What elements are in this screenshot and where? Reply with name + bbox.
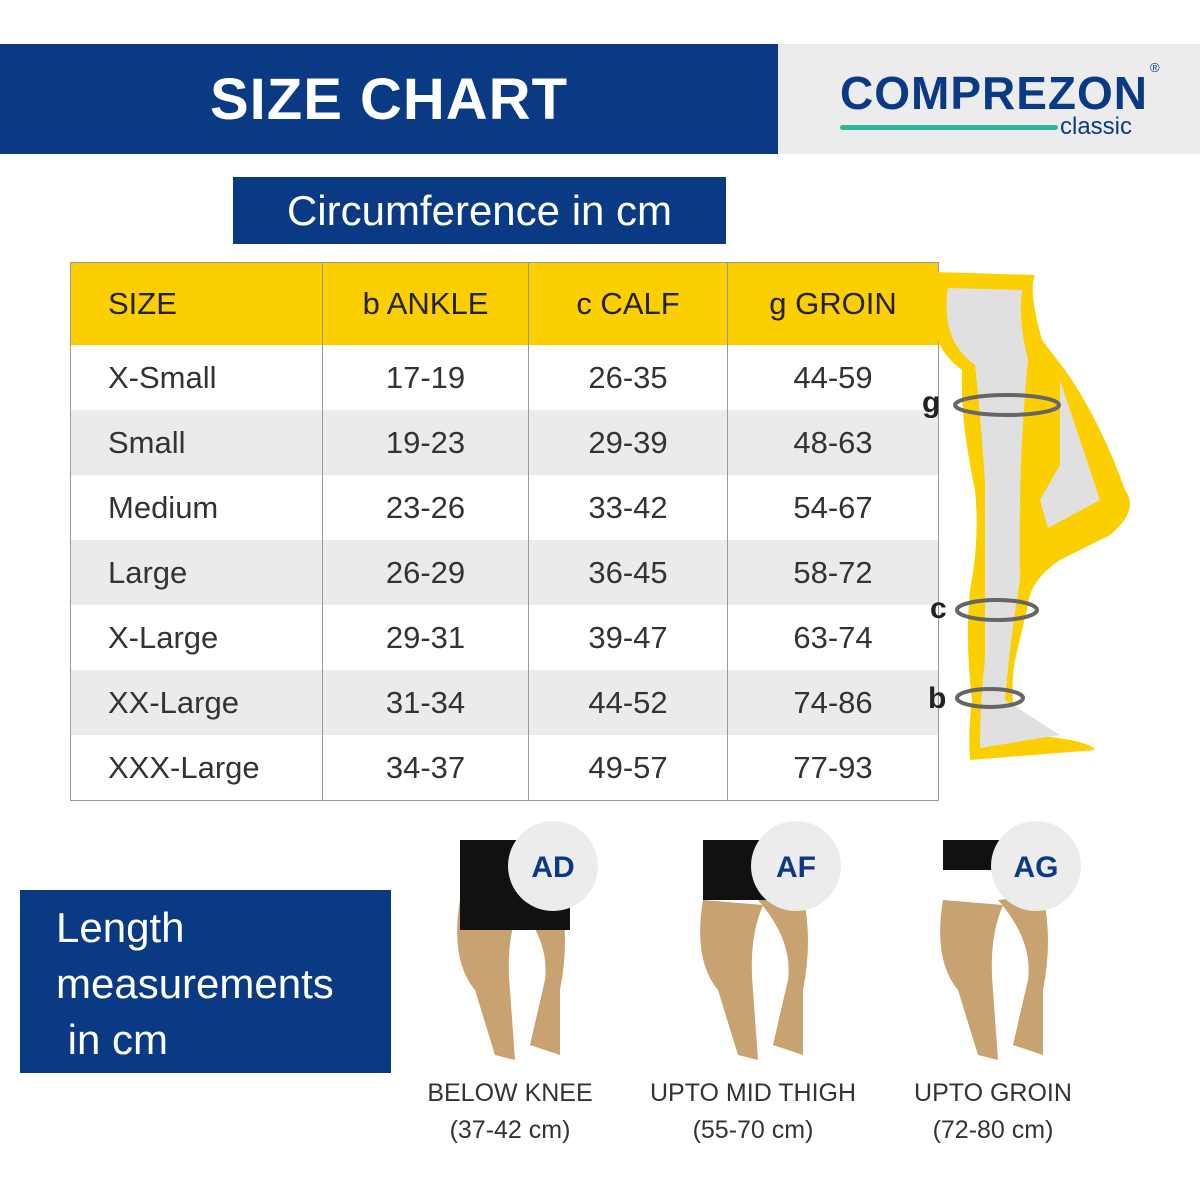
ankle-cell: 26-29 bbox=[322, 540, 529, 605]
col-ankle: b ANKLE bbox=[322, 262, 529, 345]
groin-cell: 74-86 bbox=[727, 670, 939, 735]
size-cell: X-Large bbox=[70, 605, 323, 670]
col-size: SIZE bbox=[70, 262, 323, 345]
size-cell: XXX-Large bbox=[70, 735, 323, 801]
groin-cell: 77-93 bbox=[727, 735, 939, 801]
table-row: X-Small 17-19 26-35 44-59 bbox=[70, 345, 939, 410]
groin-cell: 63-74 bbox=[727, 605, 939, 670]
calf-cell: 26-35 bbox=[528, 345, 728, 410]
length-range: (55-70 cm) bbox=[692, 1116, 814, 1144]
calf-cell: 36-45 bbox=[528, 540, 728, 605]
col-groin: g GROIN bbox=[727, 262, 939, 345]
length-heading: Length measurements in cm bbox=[20, 890, 391, 1073]
code-circle bbox=[991, 821, 1081, 911]
groin-cell: 44-59 bbox=[727, 345, 939, 410]
leg-skin bbox=[457, 900, 520, 1060]
circumference-heading: Circumference in cm bbox=[233, 177, 726, 244]
brand-logo bbox=[778, 44, 1200, 154]
ankle-cell: 17-19 bbox=[322, 345, 529, 410]
size-cell: Medium bbox=[70, 475, 323, 540]
table-row: Medium 23-26 33-42 54-67 bbox=[70, 475, 939, 540]
leg-skin bbox=[998, 895, 1048, 1055]
ankle-cell: 19-23 bbox=[322, 410, 529, 475]
ankle-cell: 23-26 bbox=[322, 475, 529, 540]
length-range: (72-80 cm) bbox=[932, 1116, 1054, 1144]
length-name: UPTO GROIN bbox=[914, 1079, 1072, 1107]
brand-name: COMPREZON bbox=[840, 67, 1148, 119]
size-cell: Large bbox=[70, 540, 323, 605]
ankle-cell: 31-34 bbox=[322, 670, 529, 735]
ankle-label: b bbox=[928, 682, 946, 715]
leg-skin bbox=[940, 900, 1003, 1060]
leg-skin bbox=[758, 895, 808, 1055]
size-cell: X-Small bbox=[70, 345, 323, 410]
groin-cell: 48-63 bbox=[727, 410, 939, 475]
calf-cell: 39-47 bbox=[528, 605, 728, 670]
code-circle bbox=[508, 821, 598, 911]
length-name: BELOW KNEE bbox=[427, 1079, 593, 1107]
calf-cell: 49-57 bbox=[528, 735, 728, 801]
size-table: SIZE b ANKLE c CALF g GROIN X-Small 17-19… bbox=[70, 262, 939, 801]
calf-label: c bbox=[930, 592, 947, 625]
leg-skin bbox=[515, 895, 565, 1055]
leg-illustration-ad: AD bbox=[457, 821, 598, 1060]
ankle-ring bbox=[955, 687, 1025, 709]
table-row: XXX-Large 34-37 49-57 77-93 bbox=[70, 735, 939, 801]
length-name: UPTO MID THIGH bbox=[649, 1079, 857, 1107]
size-chart-title: SIZE CHART bbox=[0, 44, 778, 154]
table-row: Small 19-23 29-39 48-63 bbox=[70, 410, 939, 475]
ankle-cell: 34-37 bbox=[322, 735, 529, 801]
groin-cell: 58-72 bbox=[727, 540, 939, 605]
col-calf: c CALF bbox=[528, 262, 728, 345]
ankle-cell: 29-31 bbox=[322, 605, 529, 670]
calf-cell: 29-39 bbox=[528, 410, 728, 475]
length-line: Length bbox=[56, 904, 185, 951]
calf-cell: 33-42 bbox=[528, 475, 728, 540]
length-caption: UPTO GROIN (72-80 cm) bbox=[863, 1075, 1123, 1149]
code-circle bbox=[751, 821, 841, 911]
leg-illustration-ag: AG bbox=[940, 821, 1081, 1060]
registered-mark: ® bbox=[1150, 60, 1160, 75]
size-cell: Small bbox=[70, 410, 323, 475]
length-line: measurements bbox=[56, 960, 334, 1007]
leg-illustration-af: AF bbox=[700, 821, 841, 1060]
length-range: (37-42 cm) bbox=[449, 1116, 571, 1144]
calf-ring bbox=[955, 598, 1039, 622]
length-code: AF bbox=[776, 851, 816, 884]
length-code: AG bbox=[1014, 851, 1059, 884]
length-caption: BELOW KNEE (37-42 cm) bbox=[380, 1075, 640, 1149]
groin-label: g bbox=[922, 386, 940, 419]
brand-subtitle: classic bbox=[1060, 113, 1133, 140]
table-header: SIZE b ANKLE c CALF g GROIN bbox=[70, 262, 939, 345]
leg-skin bbox=[700, 900, 763, 1060]
size-cell: XX-Large bbox=[70, 670, 323, 735]
length-caption: UPTO MID THIGH (55-70 cm) bbox=[623, 1075, 883, 1149]
calf-cell: 44-52 bbox=[528, 670, 728, 735]
leg-inner bbox=[946, 288, 1060, 748]
length-code: AD bbox=[531, 851, 574, 884]
groin-cell: 54-67 bbox=[727, 475, 939, 540]
brand-underline bbox=[840, 125, 1058, 130]
table-row: Large 26-29 36-45 58-72 bbox=[70, 540, 939, 605]
table-row: X-Large 29-31 39-47 63-74 bbox=[70, 605, 939, 670]
leg-diagram: g c b bbox=[922, 272, 1130, 760]
length-line: in cm bbox=[56, 1016, 169, 1063]
table-row: XX-Large 31-34 44-52 74-86 bbox=[70, 670, 939, 735]
groin-ring bbox=[953, 393, 1061, 417]
